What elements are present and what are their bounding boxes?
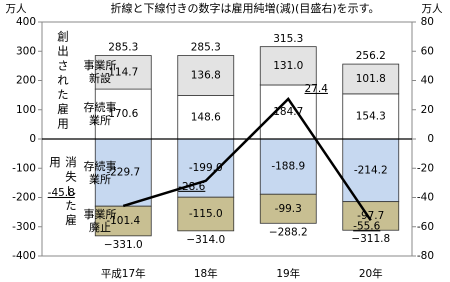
bar-segment (342, 93, 400, 140)
y-tick-label: 0 (29, 133, 36, 145)
y2-tick-label: 0 (427, 133, 434, 145)
bar-value-label: -99.3 (275, 203, 302, 215)
bar-value-label: 101.8 (356, 73, 386, 85)
y-tick-label: 100 (16, 104, 36, 116)
bar-value-label: -188.9 (271, 161, 305, 173)
bar-segment (177, 55, 235, 96)
bar-segment (94, 88, 152, 140)
chart-title: 折線と下線付きの数字は雇用純増(減)(目盛右)を示す。 (110, 1, 379, 15)
net-label: -28.6 (178, 181, 205, 193)
y2-tick-label: 40 (421, 75, 434, 87)
net-label: -55.6 (353, 220, 380, 232)
series-label: 事業所新設 (83, 59, 117, 86)
y2-axis-unit: 万人 (422, 3, 443, 15)
y2-tick-label: -20 (417, 162, 434, 174)
bar-value-label: 136.8 (191, 70, 221, 82)
y2-tick-label: -80 (417, 250, 434, 262)
total-label: 315.3 (273, 33, 303, 45)
total-label: −288.2 (269, 226, 308, 238)
y-tick-label: 200 (16, 75, 36, 87)
bar-segment (259, 46, 317, 86)
y-axis-unit: 万人 (6, 3, 27, 15)
bar-value-label: -115.0 (189, 208, 223, 220)
total-label: −331.0 (104, 239, 143, 251)
y2-tick-label: 80 (421, 16, 434, 28)
bar-value-label: 154.3 (356, 110, 386, 122)
bar-segment (259, 193, 317, 224)
bar-segment (94, 55, 152, 90)
y2-tick-label: 20 (421, 104, 434, 116)
bar-value-label: -97.7 (357, 210, 384, 222)
bar-value-label: -214.2 (354, 164, 388, 176)
y-tick-label: 400 (16, 16, 36, 28)
total-label: 256.2 (356, 50, 386, 62)
y-tick-label: -200 (12, 192, 36, 204)
y-tick-label: -400 (12, 250, 36, 262)
bar-segment (177, 196, 235, 232)
x-tick-label: 20年 (359, 267, 383, 280)
bar-segment (342, 201, 400, 231)
x-tick-label: 平成17年 (101, 267, 146, 280)
x-tick-label: 19年 (276, 267, 300, 280)
y-tick-label: -100 (12, 162, 36, 174)
total-label: 285.3 (108, 42, 138, 54)
bar-segment (342, 63, 400, 95)
net-line (122, 96, 372, 222)
total-label: −311.8 (351, 233, 390, 245)
series-label: 存続事業所 (83, 159, 117, 186)
net-label: 27.4 (305, 83, 329, 95)
bar-value-label: 114.7 (108, 66, 138, 78)
y-tick-label: 300 (16, 45, 36, 57)
total-label: 285.3 (191, 42, 221, 54)
total-label: −314.0 (186, 234, 225, 246)
y2-tick-label: 60 (421, 45, 434, 57)
bar-value-label: -101.4 (106, 215, 140, 227)
region-label: 創出された雇用 (56, 29, 70, 132)
y2-tick-label: -40 (417, 192, 434, 204)
series-label: 事業所廃止 (83, 208, 117, 235)
y2-tick-label: -60 (417, 221, 434, 233)
net-label: -45.8 (48, 187, 75, 199)
bar-value-label: 131.0 (273, 60, 303, 72)
bar-segment (94, 138, 152, 207)
bar-value-label: -229.7 (106, 167, 140, 179)
x-tick-label: 18年 (194, 267, 218, 280)
bar-value-label: 148.6 (191, 111, 221, 123)
region-label: 消失した雇用 (48, 155, 78, 228)
bar-segment (94, 205, 152, 237)
y-tick-label: -300 (12, 221, 36, 233)
bar-value-label: 170.6 (108, 108, 138, 120)
series-label: 存続事業所 (83, 101, 117, 128)
